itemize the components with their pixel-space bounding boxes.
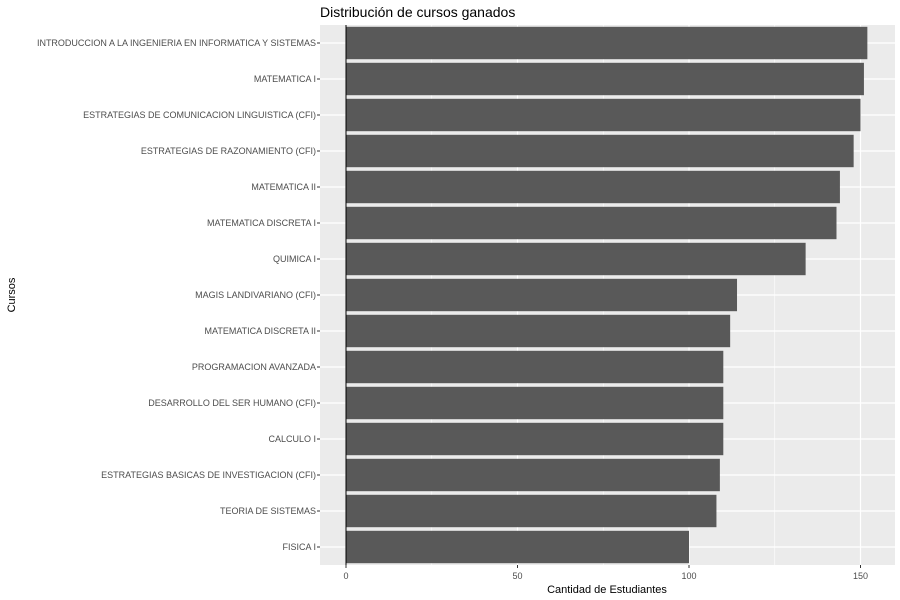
x-axis-label: Cantidad de Estudiantes — [547, 584, 667, 596]
y-tick-label: PROGRAMACION AVANZADA — [192, 362, 316, 372]
bars — [346, 26, 868, 564]
y-tick-label: QUIMICA I — [273, 254, 316, 264]
y-tick-label: ESTRATEGIAS DE COMUNICACION LINGUISTICA … — [83, 110, 316, 120]
y-tick-label: MATEMATICA I — [254, 74, 316, 84]
y-tick-label: MATEMATICA DISCRETA II — [204, 326, 316, 336]
y-tick-label: INTRODUCCION A LA INGENIERIA EN INFORMAT… — [37, 38, 316, 48]
y-tick-label: ESTRATEGIAS BASICAS DE INVESTIGACION (CF… — [101, 470, 316, 480]
bar — [346, 134, 854, 168]
chart-title: Distribución de cursos ganados — [320, 4, 515, 20]
y-axis-label: Cursos — [6, 277, 18, 312]
bar — [346, 206, 837, 240]
bar — [346, 458, 720, 492]
x-tick-label: 50 — [512, 571, 522, 581]
bar — [346, 98, 861, 132]
bar — [346, 314, 731, 348]
bar — [346, 350, 724, 384]
y-tick-label: CALCULO I — [268, 434, 316, 444]
bar — [346, 278, 738, 312]
x-tick-label: 150 — [853, 571, 868, 581]
bar — [346, 242, 806, 276]
bar — [346, 386, 724, 420]
y-tick-label: TEORIA DE SISTEMAS — [220, 506, 316, 516]
bar — [346, 62, 864, 96]
bar — [346, 422, 724, 456]
y-tick-label: DESARROLLO DEL SER HUMANO (CFI) — [148, 398, 316, 408]
bar — [346, 494, 717, 528]
y-tick-label: MAGIS LANDIVARIANO (CFI) — [195, 290, 316, 300]
x-tick-label: 100 — [681, 571, 696, 581]
x-tick-label: 0 — [343, 571, 348, 581]
y-tick-label: FISICA I — [282, 542, 316, 552]
y-tick-label: ESTRATEGIAS DE RAZONAMIENTO (CFI) — [141, 146, 316, 156]
y-tick-label: MATEMATICA DISCRETA I — [207, 218, 316, 228]
bar — [346, 170, 840, 204]
y-tick-labels: INTRODUCCION A LA INGENIERIA EN INFORMAT… — [37, 38, 320, 552]
bar — [346, 26, 868, 60]
x-tick-labels: 0 50 100 150 — [343, 565, 868, 581]
bar — [346, 530, 689, 564]
y-tick-label: MATEMATICA II — [251, 182, 316, 192]
